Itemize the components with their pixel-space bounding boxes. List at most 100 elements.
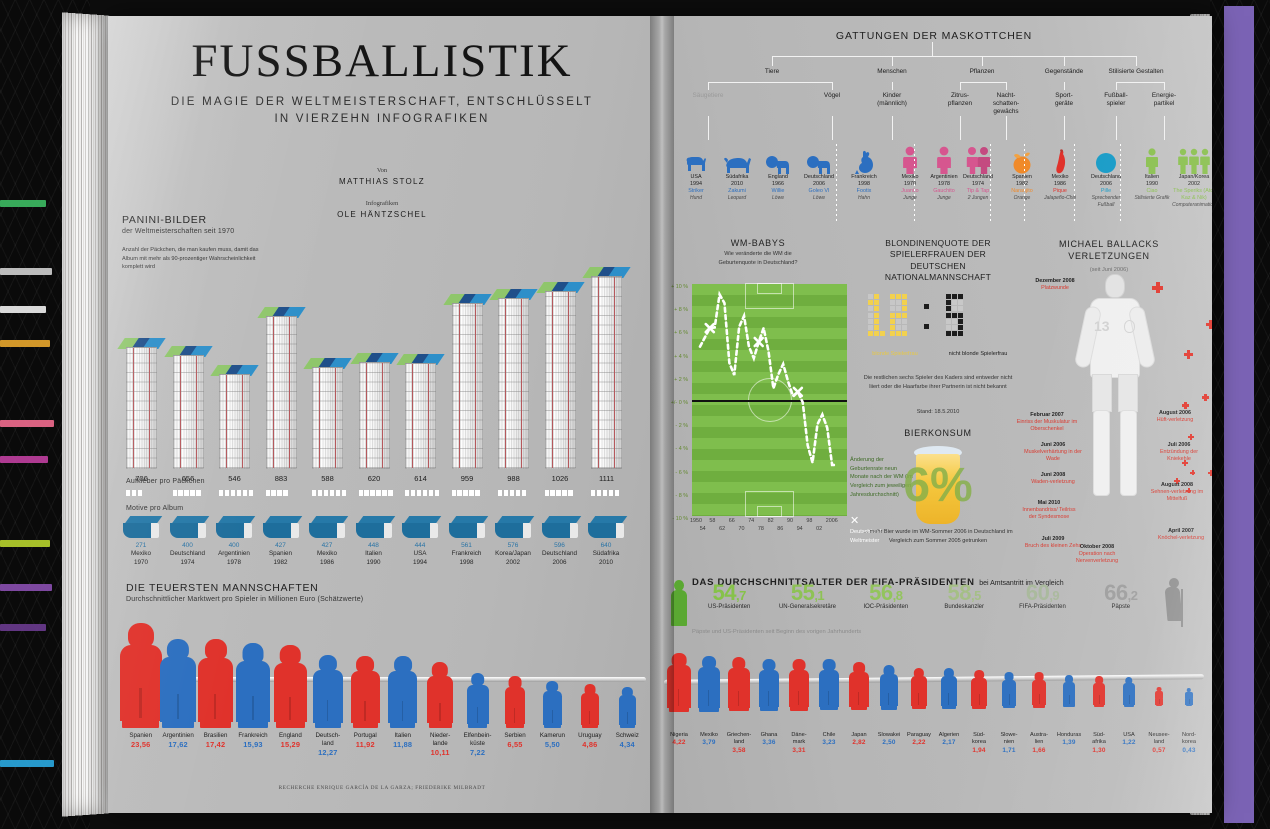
tree-connector [892, 56, 893, 66]
team-label: Däne-mark 3,31 [780, 732, 818, 755]
team-label: Slowe-nien 1,71 [990, 732, 1028, 755]
injury-description: Platzwunde [1041, 285, 1069, 292]
foosball-figure [818, 659, 840, 711]
injury-date: Mai 2010 [1037, 500, 1061, 506]
tree-connector [1006, 82, 1007, 90]
fifa-age-number: 54,7 [712, 580, 747, 605]
panini-bar-value: 959 [460, 474, 474, 483]
team-label: Algerien 2,17 [930, 732, 968, 748]
tree-connector [1064, 56, 1065, 66]
team-name: Austra-lien [1029, 732, 1049, 746]
team-name: Neusee-land [1148, 732, 1170, 746]
blondes-heading: BLONDINENQUOTE DER SPIELERFRAUEN DER DEU… [884, 238, 992, 283]
panini-bar: 706 [117, 337, 166, 483]
panini-pack-stack [265, 315, 297, 469]
blonde-digit-1 [868, 294, 894, 340]
mascot-name: Tip & Tap [966, 188, 990, 195]
page-left: FUSSBALLISTIK DIE MAGIE DER WELTMEISTERS… [108, 16, 656, 813]
fifa-age-values: 54,7 US-Präsidenten 55,1 UN-Generalsekretär… [690, 580, 1160, 628]
fifa-age-category: US-Präsidenten [707, 604, 751, 610]
team-name: Honduras [1056, 732, 1082, 738]
sticker-count-group [451, 490, 480, 496]
babys-y-tick: - 10 % [672, 516, 688, 522]
injury-description: Entzündung der Kniekehle [1159, 449, 1199, 463]
team-value: 5,50 [544, 740, 560, 750]
team-label: Griechen-land 3,58 [720, 732, 758, 755]
panini-bar: 614 [396, 353, 445, 483]
tree-connector [982, 56, 983, 66]
panini-note: Anzahl der Päckchen, die man kaufen muss… [122, 247, 259, 271]
album-motif-count: 576 [507, 542, 519, 549]
injury-cross-icon [1208, 470, 1212, 476]
team-value: 0,43 [1182, 746, 1196, 754]
team-label: Paraguay 2,22 [900, 732, 938, 748]
mascot-item: Deutschland 2006 Pille Sprechender Fußball [1086, 144, 1126, 208]
page-right: GATTUNGEN DER MASKOTTCHEN Tiere Menschen P… [656, 16, 1212, 813]
foosball-figure [313, 654, 343, 728]
tree-node-l2: Sport-geräte [1054, 92, 1074, 107]
fifa-footnote: Päpste und US-Präsidenten seit Beginn de… [692, 629, 862, 635]
panini-category-label: Mexiko 1970 [131, 550, 151, 566]
mascot-divider [1120, 144, 1121, 224]
fifa-age-item: 54,7 US-Präsidenten [690, 580, 768, 610]
panini-bar: 588 [303, 358, 352, 483]
team-value: 2,50 [882, 739, 896, 747]
mascot-type: Junge [903, 195, 917, 202]
teams-subheading: Durchschnittlicher Marktwert pro Spieler… [126, 596, 364, 603]
panini-pack-stack [591, 276, 622, 469]
fifa-age-category: FIFA-Präsidenten [1019, 604, 1066, 610]
tree-connector [892, 82, 893, 90]
album-motif-count: 400 [182, 542, 193, 549]
tree-node-l1: Menschen [877, 68, 907, 75]
fifa-age-item: 66,2 Päpste [1082, 580, 1160, 610]
team-name: Slowe-nien [1000, 732, 1018, 746]
team-label: Schweiz 4,34 [605, 732, 650, 750]
ballack-shirt-number: 13 [1094, 318, 1110, 334]
mascot-type: Junge [937, 195, 951, 202]
mascot-type: Computeranimation [1172, 202, 1212, 209]
injury-label: August 2008 Sehnen-verletzung im Mittelfu… [1146, 482, 1208, 503]
panini-bar-value: 546 [228, 474, 241, 483]
babys-x-tick: 86 [777, 526, 784, 532]
team-name: Brasilien [203, 732, 228, 739]
mascot-name: Zakumi [728, 188, 746, 195]
mascots-heading: GATTUNGEN DER MASKOTTCHEN [835, 30, 1033, 42]
injury-cross-icon [1182, 460, 1188, 466]
team-name: Nieder-lande [429, 732, 451, 748]
mascot-item: England 1966 Willie Löwe [758, 144, 798, 202]
mascot-country: Frankreich 1998 [851, 174, 877, 188]
album-icon: 576 Korea/Japan 2002 [495, 516, 535, 566]
team-name: Deutsch-land [315, 732, 341, 748]
foosball-figure [426, 662, 454, 728]
mascot-country: Deutschland 2006 [804, 174, 834, 188]
fifa-age-number: 60,9 [1025, 580, 1060, 605]
babys-x-tick: 82 [767, 518, 774, 524]
foosball-figure [697, 655, 721, 712]
panini-bar: 959 [442, 293, 492, 483]
panini-category-label: USA 1994 [412, 550, 427, 566]
album-motif-count: 640 [600, 542, 612, 549]
panini-category-label: Korea/Japan 2002 [495, 550, 531, 566]
tree-node-l2: Kinder (männlich) [877, 92, 907, 107]
panini-pack-stack [498, 297, 529, 469]
teams-section: DIE TEUERSTEN MANNSCHAFTEN Durchschnittl… [126, 582, 363, 603]
mascot-type: 2 Jungen [967, 195, 989, 202]
tree-node-l1: Gegenstände [1044, 68, 1084, 75]
team-value: 3,31 [792, 746, 806, 754]
team-name: Spanien [129, 732, 153, 739]
panini-category-label: Spanien 1982 [268, 550, 293, 566]
beer-note: ... mehr Bier wurde im WM-Sommer 2006 in… [863, 529, 1013, 544]
tree-connector [1164, 116, 1165, 140]
tree-connector [772, 56, 773, 66]
panini-bar-value: 706 [135, 474, 148, 483]
album-motif-count: 448 [368, 542, 379, 549]
mascot-type: Jalapeño-Chili [1044, 195, 1076, 202]
team-value: 3,58 [732, 746, 746, 754]
foosball-figure [880, 665, 898, 710]
injury-label: Oktober 2008 Operation nach Nervenverletz… [1066, 544, 1128, 565]
foosball-figure [910, 667, 928, 710]
mascot-divider [836, 144, 837, 224]
panini-section: PANINI-BILDER der Weltmeisterschaften se… [122, 214, 638, 272]
team-name: Nigeria [670, 732, 688, 738]
